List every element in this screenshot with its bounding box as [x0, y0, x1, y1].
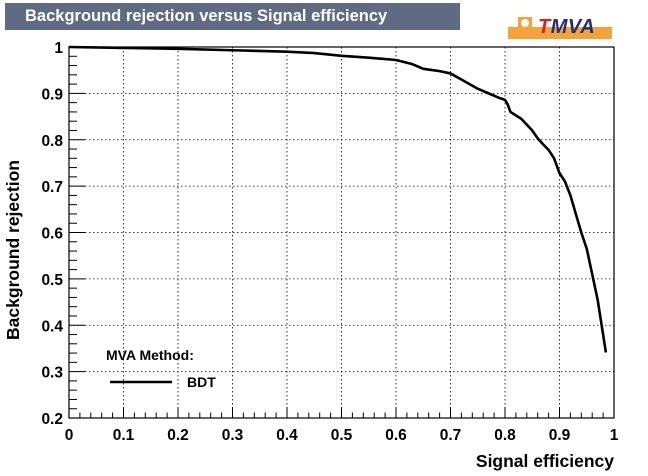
- data-point-bdt: [68, 46, 70, 48]
- data-point-bdt: [368, 57, 370, 59]
- y-tick-label: 0.8: [41, 133, 63, 150]
- data-point-bdt: [586, 248, 588, 250]
- y-tick-label: 0.5: [41, 272, 63, 289]
- y-tick-label: 1: [54, 40, 63, 57]
- data-point-bdt: [553, 157, 555, 159]
- legend: MVA Method: BDT: [106, 347, 216, 390]
- x-axis-label: Signal efficiency: [476, 451, 614, 471]
- x-tick-label: 0.4: [276, 427, 298, 444]
- x-tick-labels: 0 0.1 0.2 0.3 0.4 0.5 0.6 0.7 0.8 0.9 1: [65, 427, 619, 444]
- data-point-bdt: [122, 47, 125, 49]
- data-point-bdt: [231, 49, 234, 51]
- x-tick-label: 0.1: [113, 427, 135, 444]
- data-point-bdt: [488, 92, 490, 94]
- data-point-bdt: [580, 231, 582, 234]
- legend-title: MVA Method:: [106, 347, 194, 363]
- y-axis-label: Background rejection: [3, 160, 23, 340]
- grid-lines: [69, 47, 614, 418]
- axis-ticks: [68, 46, 615, 419]
- data-point-bdt: [449, 72, 452, 75]
- y-tick-label: 0.4: [41, 318, 63, 335]
- data-point-bdt: [422, 68, 424, 70]
- data-point-bdt: [509, 111, 512, 113]
- data-point-bdt: [602, 333, 604, 336]
- data-point-bdt: [537, 137, 539, 139]
- data-point-bdt: [313, 52, 315, 54]
- x-tick-label: 0.7: [440, 427, 462, 444]
- y-tick-label: 0.9: [41, 86, 63, 103]
- logo-text-mva: MVA: [550, 16, 596, 38]
- data-point-bdt: [575, 213, 577, 215]
- x-tick-label: 0.2: [167, 427, 189, 444]
- x-tick-label: 1: [610, 427, 619, 444]
- data-point-bdt: [504, 99, 506, 101]
- x-tick-label: 0.8: [494, 427, 516, 444]
- data-point-bdt: [177, 48, 179, 50]
- data-point-bdt: [605, 351, 607, 353]
- logo-mark-icon: [518, 17, 532, 39]
- chart-title: Background rejection versus Signal effic…: [5, 3, 460, 30]
- y-tick-label: 0.6: [41, 226, 63, 243]
- series-line-bdt: [68, 45, 608, 353]
- data-point-bdt: [498, 97, 501, 99]
- data-point-bdt: [531, 129, 533, 132]
- data-point-bdt: [460, 78, 462, 81]
- data-point-bdt: [597, 299, 599, 301]
- data-point-bdt: [395, 59, 397, 61]
- data-point-bdt: [548, 149, 550, 151]
- y-tick-label: 0.7: [41, 179, 63, 196]
- y-tick-labels: 0.2 0.3 0.4 0.5 0.6 0.7 0.8 0.9 1: [41, 40, 63, 428]
- data-point-bdt: [542, 143, 544, 145]
- data-point-bdt: [569, 194, 572, 196]
- x-tick-label: 0.6: [385, 427, 407, 444]
- logo-text-t: T: [538, 16, 551, 38]
- data-point-bdt: [564, 180, 566, 183]
- tmva-logo: TMVA: [508, 14, 612, 41]
- x-tick-label: 0.5: [331, 427, 353, 444]
- x-tick-label: 0: [65, 427, 74, 444]
- data-point-bdt: [340, 55, 343, 57]
- data-point-bdt: [507, 103, 509, 106]
- data-point-bdt: [477, 88, 479, 90]
- legend-entry-bdt: BDT: [187, 374, 216, 390]
- data-point-bdt: [439, 70, 441, 72]
- x-tick-label: 0.3: [222, 427, 244, 444]
- data-point-bdt: [286, 51, 288, 53]
- data-point-bdt: [411, 63, 413, 65]
- data-point-bdt: [591, 273, 593, 275]
- y-tick-label: 0.3: [41, 365, 63, 382]
- data-point-bdt: [558, 172, 561, 174]
- data-point-bdt: [520, 118, 522, 120]
- x-tick-label: 0.9: [549, 427, 571, 444]
- y-tick-label: 0.2: [41, 411, 63, 428]
- series-points: [68, 46, 607, 353]
